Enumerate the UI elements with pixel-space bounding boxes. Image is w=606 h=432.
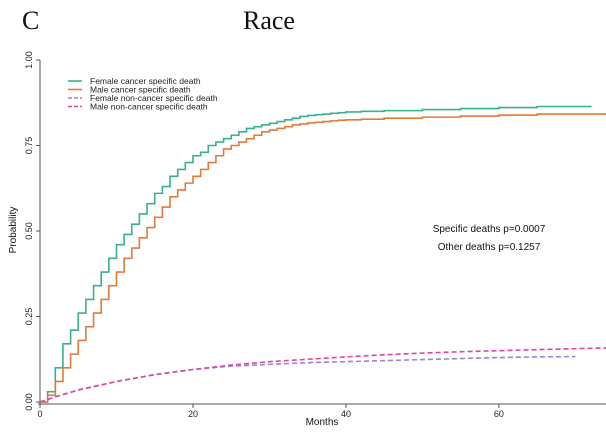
legend-label: Female non-cancer specific death — [90, 93, 218, 103]
axes: 0.00 0.25 0.50 0.75 1.00 0 20 40 60 — [24, 51, 606, 419]
y-tick-label: 0.75 — [24, 137, 34, 155]
y-tick-label: 0.50 — [24, 222, 34, 240]
legend-label: Male cancer specific death — [90, 85, 191, 95]
legend-label: Female cancer specific death — [90, 76, 201, 86]
series-layer — [39, 105, 606, 403]
x-tick-label: 60 — [494, 409, 504, 419]
y-tick-label: 0.00 — [24, 393, 34, 411]
y-tick-label: 1.00 — [24, 51, 34, 69]
y-axis-title: Probability — [8, 207, 19, 254]
series-line-1 — [40, 113, 606, 403]
y-tick-label: 0.25 — [24, 308, 34, 326]
panel-title: Race — [243, 6, 295, 35]
x-tick-label: 0 — [37, 409, 42, 419]
x-axis-title: Months — [306, 417, 339, 428]
x-tick-label: 20 — [188, 409, 198, 419]
series-line-3 — [39, 347, 606, 403]
annotation-specific-deaths: Specific deaths p=0.0007 — [433, 224, 546, 235]
x-tick-label: 40 — [341, 409, 351, 419]
series-line-0 — [40, 105, 592, 403]
annotation-other-deaths: Other deaths p=0.1257 — [438, 242, 541, 253]
legend-label: Male non-cancer specific death — [90, 102, 208, 112]
series-line-2 — [39, 355, 576, 403]
panel-letter: C — [22, 6, 40, 35]
